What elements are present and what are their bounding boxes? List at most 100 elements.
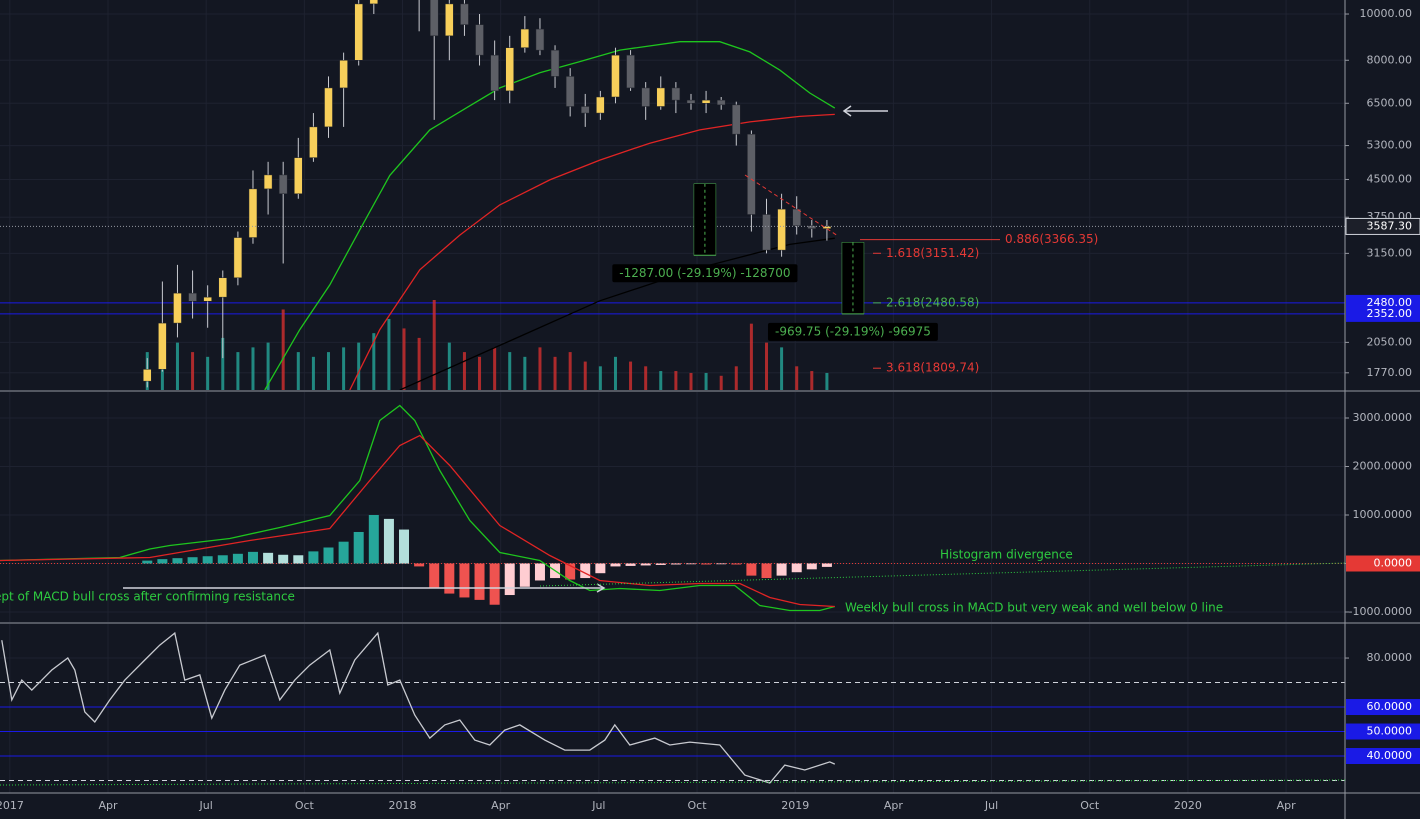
volume-bar: [266, 342, 270, 390]
candle-body: [762, 214, 771, 251]
candle-body: [218, 277, 228, 298]
x-tick-label: Jul: [591, 799, 605, 812]
histogram-bar: [444, 563, 455, 594]
histogram-bar: [474, 563, 485, 600]
y-tick-label: 0.0000: [1374, 557, 1413, 570]
annotation: Histogram divergence: [940, 548, 1073, 562]
candle-body: [143, 369, 152, 382]
y-tick-label: 2352.00: [1367, 307, 1413, 320]
candle-body: [550, 49, 560, 77]
volume-bar: [734, 366, 738, 390]
volume-bar: [674, 371, 678, 390]
volume-bar: [281, 309, 285, 390]
volume-bar: [372, 333, 376, 390]
moving-average: [349, 113, 835, 390]
arrow: [842, 105, 888, 117]
volume-bar: [342, 347, 346, 390]
volume-bar: [508, 352, 512, 390]
histogram-bar: [746, 563, 757, 576]
macd-line: [0, 404, 835, 612]
marks-layer: [0, 0, 1345, 784]
histogram-bar: [459, 563, 470, 598]
volume-bar: [251, 347, 255, 390]
panel: [0, 631, 1345, 784]
y-tick-label: 60.0000: [1367, 700, 1413, 713]
volume-bar: [432, 300, 436, 390]
y-tick-label: 80.0000: [1367, 651, 1413, 664]
histogram-bar: [142, 560, 153, 564]
volume-bar: [825, 372, 829, 390]
fib-label: 3.618(1809.74): [886, 361, 979, 375]
measure-label-bg: [767, 322, 938, 341]
volume-bar: [206, 356, 210, 390]
y-tick-label: 6500.00: [1367, 96, 1413, 109]
volume-bar: [659, 371, 663, 390]
x-tick-label: 2017: [0, 799, 24, 812]
histogram-bar: [595, 563, 606, 574]
macd-line: [0, 434, 835, 608]
candle-body: [188, 292, 197, 302]
volume-bar: [780, 347, 784, 390]
x-tick-label: Jul: [199, 799, 213, 812]
histogram-bar: [776, 563, 787, 576]
histogram-bar: [534, 563, 545, 581]
support-line: [0, 779, 1346, 786]
histogram-bar: [504, 563, 515, 596]
y-tick-label: 2480.00: [1367, 296, 1413, 309]
volume-bar: [765, 342, 769, 390]
fib-label: 2.618(2480.58): [886, 295, 979, 309]
x-tick-label: Apr: [884, 799, 904, 812]
volume-bar: [326, 352, 330, 390]
histogram-bar: [323, 547, 334, 564]
axis-layer: 2017 Apr Jul Oct 2018 Apr Jul Oct 2019 Apr Jul Oct 2…: [0, 7, 1420, 812]
x-tick-label: Apr: [98, 799, 118, 812]
candle-body: [248, 188, 258, 238]
histogram-bar: [761, 563, 772, 579]
volume-bar: [221, 337, 225, 390]
volume-bar: [583, 361, 587, 390]
histogram-bar: [172, 558, 183, 564]
annotation: Weekly bull cross in MACD but very weak …: [845, 601, 1223, 615]
volume-bar: [795, 366, 799, 390]
volume-bar: [704, 372, 708, 390]
x-tick-label: 2020: [1174, 799, 1202, 812]
histogram-bar: [791, 563, 802, 573]
x-tick-label: Oct: [295, 799, 315, 812]
candle-body: [158, 322, 167, 370]
histogram-bar: [580, 563, 591, 579]
volume-bar: [478, 356, 482, 390]
price-label-bg: [1346, 748, 1420, 765]
candle-body: [324, 87, 333, 128]
candle-body: [807, 225, 817, 229]
candle-body: [429, 0, 439, 37]
histogram-bar: [565, 563, 576, 580]
histogram-bar: [399, 529, 410, 564]
y-tick-label: 8000.00: [1367, 53, 1413, 66]
candle-body: [354, 3, 363, 61]
x-tick-label: Oct: [688, 799, 708, 812]
histogram-bar: [414, 563, 425, 567]
candle-body: [339, 60, 348, 89]
candle-body: [278, 174, 288, 195]
histogram-bar: [821, 563, 832, 567]
candle-body: [505, 47, 514, 92]
volume-bar: [523, 356, 527, 390]
measure-label: -1287.00 (-29.19%) -128700: [619, 266, 790, 280]
macd-arrow: [123, 583, 606, 593]
volume-bar: [538, 347, 542, 390]
candle-body: [565, 76, 575, 107]
y-tick-label: 40.0000: [1367, 749, 1413, 762]
price-label-bg: [1346, 305, 1420, 322]
price-label-bg: [1346, 723, 1420, 740]
volume-bar: [296, 352, 300, 390]
candle-body: [445, 3, 454, 37]
fib-label: 0.886(3366.35): [1005, 232, 1098, 246]
last-price-label: 3587.30: [1367, 219, 1413, 232]
measure-label: -969.75 (-29.19%) -96975: [775, 324, 931, 338]
histogram-bar: [701, 563, 712, 565]
candle-body: [747, 133, 756, 215]
candle-body: [475, 24, 484, 56]
volume-bar: [462, 352, 466, 390]
candle-body: [641, 87, 650, 107]
